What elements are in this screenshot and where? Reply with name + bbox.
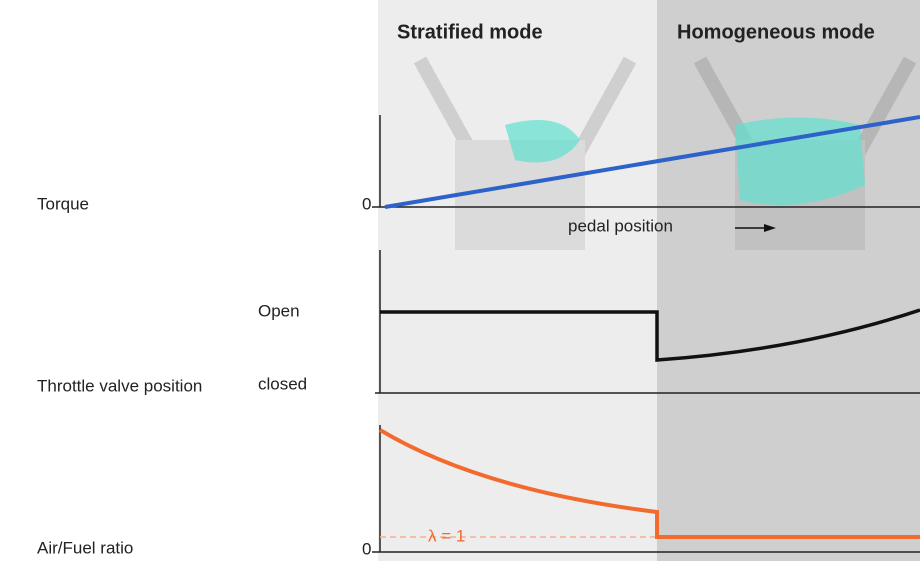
mode-title: Homogeneous mode [677,21,875,43]
fuel-cloud [735,117,865,205]
fuel-cloud [505,120,580,163]
mode-title: Stratified mode [397,21,543,43]
air-fuel-curve [378,428,920,539]
reference-label: λ = 1 [428,526,465,545]
homogeneous-region [657,0,920,561]
zero-label: 0 [362,194,371,213]
panel-label: Air/Fuel ratio [37,538,133,557]
axis-label: pedal position [568,216,673,235]
level-label: closed [258,374,307,393]
arrow-head [764,224,776,232]
panel-label: Throttle valve position [37,376,202,395]
throttle-curve [380,308,920,362]
level-label: Open [258,301,300,320]
torque-curve [384,115,920,209]
stratified-region [378,0,657,561]
panel-label: Torque [37,194,89,213]
zero-label: 0 [362,539,371,558]
